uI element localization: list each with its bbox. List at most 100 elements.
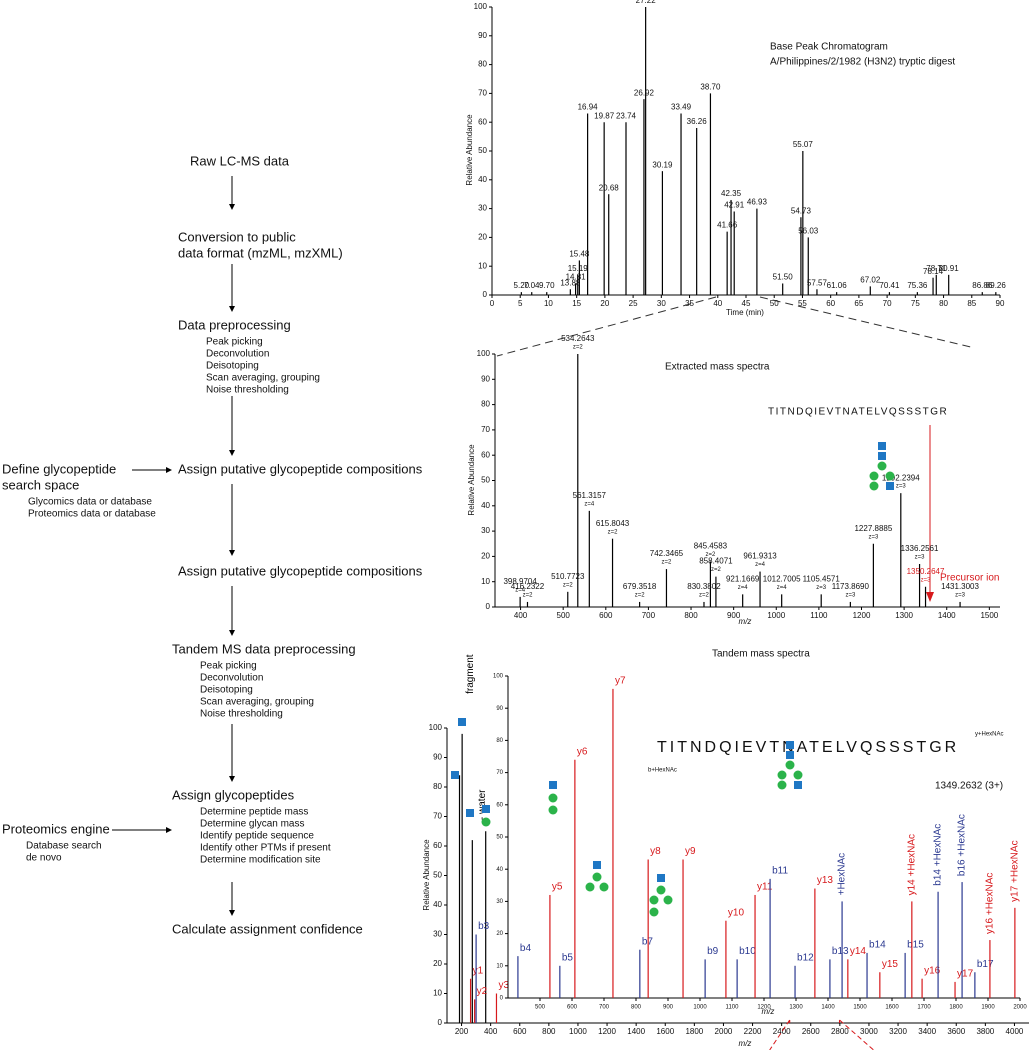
glycan-hexose bbox=[481, 817, 491, 827]
peak-label: 30.19 bbox=[652, 160, 673, 169]
peak-label: b10 bbox=[739, 946, 756, 957]
step-label: Data preprocessing bbox=[178, 317, 291, 332]
x-tick-label: 75 bbox=[911, 299, 920, 308]
y-tick-label: 40 bbox=[481, 501, 490, 510]
peak-label: b15 bbox=[907, 940, 924, 951]
glycan-hexose bbox=[785, 760, 795, 770]
peak-label: 1173.8690 bbox=[832, 582, 870, 591]
glycan-hexose bbox=[649, 907, 659, 917]
sequence-label: y+HexNAc bbox=[975, 732, 1004, 738]
step-label: data format (mzML, mzXML) bbox=[178, 245, 343, 260]
x-tick-label: 800 bbox=[542, 1027, 556, 1036]
peak-label: y16 +HexNAc bbox=[985, 873, 996, 934]
x-tick-label: 700 bbox=[642, 611, 656, 620]
y-tick-label: 80 bbox=[433, 782, 442, 791]
peak-label: y3 bbox=[498, 980, 509, 991]
peak-label: y6 bbox=[577, 746, 588, 757]
step-item: Deisotoping bbox=[200, 685, 253, 696]
arrow-head bbox=[166, 827, 172, 833]
y-tick-label: 70 bbox=[433, 812, 442, 821]
x-tick-label: 800 bbox=[631, 1005, 642, 1011]
peak-label: 961.9313 bbox=[743, 552, 777, 561]
x-tick-label: 3400 bbox=[918, 1027, 936, 1036]
chart-subtitle: A/Philippines/2/1982 (H3N2) tryptic dige… bbox=[770, 57, 955, 68]
peak-label: 41.66 bbox=[717, 221, 738, 230]
arrow-head bbox=[229, 204, 235, 210]
x-tick-label: 45 bbox=[742, 299, 751, 308]
step-label: Tandem MS data preprocessing bbox=[172, 641, 356, 656]
x-tick-label: 15 bbox=[572, 299, 581, 308]
peak-label: y1 bbox=[473, 965, 484, 976]
peak-label: y15 bbox=[882, 959, 899, 970]
peak-label: 1012.7005 bbox=[763, 574, 801, 583]
peak-label: 510.7723 bbox=[551, 572, 585, 581]
peak-label: b4 bbox=[520, 943, 532, 954]
x-tick-label: 1600 bbox=[885, 1005, 899, 1011]
x-tick-label: 2800 bbox=[831, 1027, 849, 1036]
peak-label: 86.86 bbox=[972, 281, 993, 290]
y-tick-label: 40 bbox=[433, 900, 442, 909]
y-tick-label: 100 bbox=[493, 674, 504, 680]
charge-label: z=2 bbox=[608, 529, 619, 535]
peak-label: 42.35 bbox=[721, 189, 742, 198]
y-tick-label: 30 bbox=[496, 899, 503, 905]
y-tick-label: 30 bbox=[478, 204, 487, 213]
peak-label: 615.8043 bbox=[596, 519, 630, 528]
y-tick-label: 100 bbox=[477, 349, 491, 358]
peak-label: 1431.3003 bbox=[941, 582, 979, 591]
peak-label: 742.3465 bbox=[650, 549, 684, 558]
y-tick-label: 90 bbox=[478, 31, 487, 40]
step-item: Determine peptide mass bbox=[200, 807, 308, 818]
peak-label: y5 bbox=[552, 882, 563, 893]
x-tick-label: 40 bbox=[713, 299, 722, 308]
peak-label: 57.57 bbox=[807, 278, 828, 287]
x-tick-label: 400 bbox=[514, 611, 528, 620]
step-item: Peak picking bbox=[206, 337, 263, 348]
x-tick-label: 3000 bbox=[860, 1027, 878, 1036]
peak-label: +HexNAc bbox=[837, 853, 848, 896]
step-item: Identify peptide sequence bbox=[200, 831, 314, 842]
y-tick-label: 60 bbox=[433, 841, 442, 850]
charge-label: z=2 bbox=[523, 593, 534, 599]
x-tick-label: 1300 bbox=[789, 1005, 803, 1011]
x-tick-label: 70 bbox=[883, 299, 892, 308]
y-axis-label: Relative Abundance bbox=[422, 839, 431, 911]
peak-label: y10 bbox=[728, 907, 745, 918]
y-tick-label: 10 bbox=[481, 577, 490, 586]
x-tick-label: 85 bbox=[967, 299, 976, 308]
step-label: Calculate assignment confidence bbox=[172, 921, 363, 936]
peak-label: y7 bbox=[615, 676, 626, 687]
y-tick-label: 20 bbox=[496, 931, 503, 937]
x-tick-label: 1300 bbox=[895, 611, 913, 620]
glycan-hexnac bbox=[794, 781, 802, 789]
glycan-hexose bbox=[548, 805, 558, 815]
peak-label: 38.70 bbox=[700, 83, 721, 92]
x-tick-label: 80 bbox=[939, 299, 948, 308]
step-item: Determine modification site bbox=[200, 855, 321, 866]
peak-label: 1227.8885 bbox=[854, 524, 892, 533]
sequence: TITNDQIEVTNATELVQSSSTGR bbox=[768, 407, 948, 418]
x-tick-label: 20 bbox=[600, 299, 609, 308]
y-tick-label: 30 bbox=[481, 526, 490, 535]
x-tick-label: 2000 bbox=[715, 1027, 733, 1036]
x-tick-label: 2200 bbox=[744, 1027, 762, 1036]
peak-label: 36.26 bbox=[687, 117, 708, 126]
charge-label: z=4 bbox=[738, 585, 749, 591]
x-tick-label: 1100 bbox=[726, 1005, 740, 1011]
x-axis-label: Time (min) bbox=[726, 308, 764, 317]
input-item: Database search bbox=[26, 841, 102, 852]
step-item: Scan averaging, grouping bbox=[200, 697, 314, 708]
x-tick-label: 1700 bbox=[917, 1005, 931, 1011]
chart-title: Extracted mass spectra bbox=[665, 362, 770, 373]
x-tick-label: 5 bbox=[518, 299, 523, 308]
x-tick-label: 3800 bbox=[976, 1027, 994, 1036]
step-item: Scan averaging, grouping bbox=[206, 373, 320, 384]
peak-label: 46.93 bbox=[747, 198, 768, 207]
x-tick-label: 30 bbox=[657, 299, 666, 308]
peak-label: 1105.4571 bbox=[803, 574, 841, 583]
peak-label: 1350.2647 bbox=[907, 567, 945, 576]
y-tick-label: 60 bbox=[481, 450, 490, 459]
arrow-head bbox=[926, 592, 934, 602]
y-tick-label: 100 bbox=[429, 723, 443, 732]
charge-label: z=2 bbox=[563, 582, 574, 588]
